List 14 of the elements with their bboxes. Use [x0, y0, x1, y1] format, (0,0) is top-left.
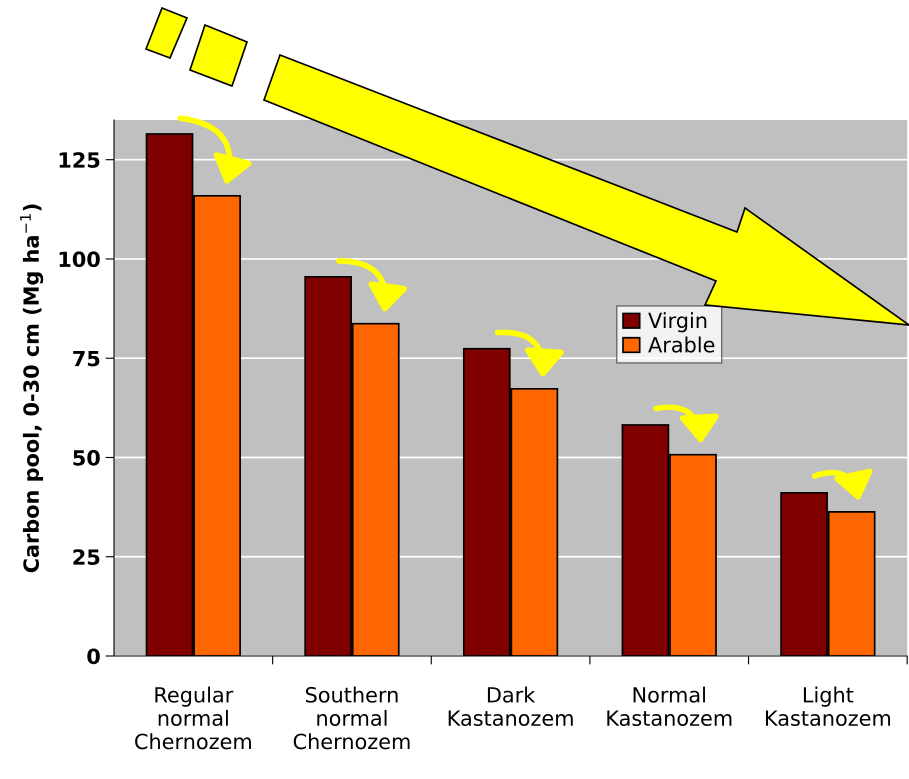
y-tick-label: 50: [73, 450, 100, 466]
x-tick-label: Dark Kastanozem: [448, 686, 573, 726]
y-tick-label: 0: [87, 648, 100, 664]
y-tick-label: 100: [60, 251, 100, 268]
y-tick-label: 125: [60, 152, 100, 168]
y-tick-label: 75: [73, 350, 100, 366]
y-axis-title: Carbon pool, 0-30 cm (Mg ha$^{−1}$): [20, 204, 44, 572]
x-tick-label: Southern normal Chernozem: [294, 686, 410, 750]
x-tick-label: Light Kastanozem: [766, 686, 890, 726]
legend-label: Arable: [648, 336, 714, 353]
x-tick-label: Normal Kastanozem: [607, 686, 732, 726]
x-tick-label: Regular normal Chernozem: [135, 686, 251, 750]
y-tick-label: 25: [73, 549, 100, 565]
legend-label: Virgin: [648, 312, 706, 332]
